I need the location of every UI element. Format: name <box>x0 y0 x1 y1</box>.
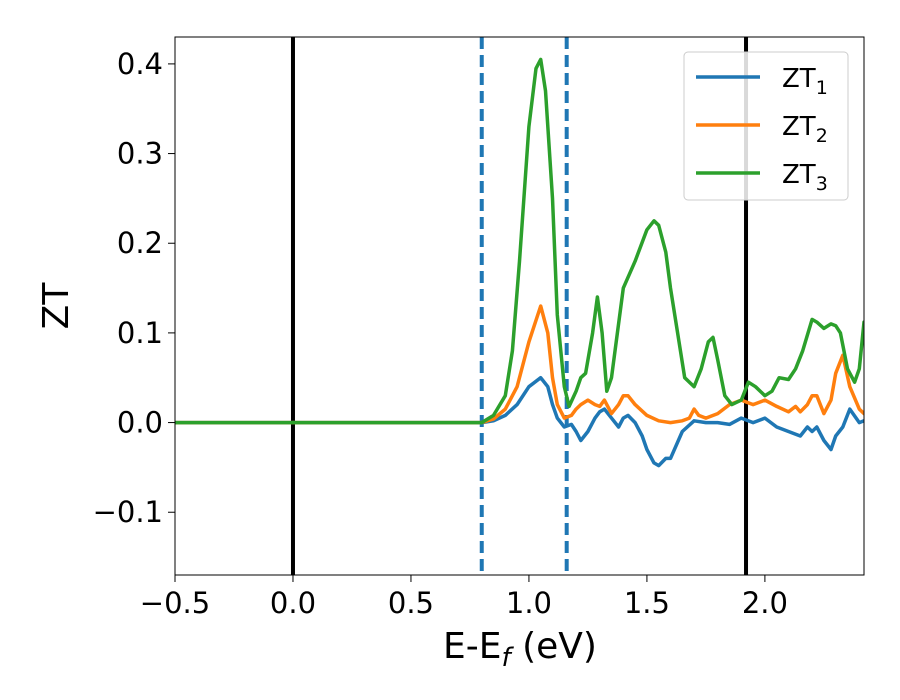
y-tick-label: 0.2 <box>117 226 163 260</box>
y-tick-label: −0.1 <box>93 495 163 529</box>
series-line-zt2 <box>175 304 864 425</box>
x-tick-label: 1.0 <box>506 586 552 620</box>
legend-label-zt3: ZT3 <box>782 160 828 195</box>
y-tick-label: 0.3 <box>117 137 163 171</box>
x-tick-label: 0.5 <box>388 586 434 620</box>
series-layer <box>175 57 864 468</box>
series-line-zt1 <box>175 375 864 468</box>
reference-lines <box>290 37 749 575</box>
legend: ZT1 ZT2 ZT3 <box>683 51 849 201</box>
y-axis: −0.1 0.0 0.1 0.2 0.3 0.4 <box>93 47 175 529</box>
plot-frame <box>174 36 865 576</box>
y-tick-label: 0.0 <box>117 406 163 440</box>
y-tick-label: 0.4 <box>117 47 163 81</box>
series-line-zt3 <box>175 57 864 425</box>
legend-label-zt2: ZT2 <box>782 112 828 147</box>
legend-label-zt1: ZT1 <box>782 64 828 99</box>
x-axis: −0.5 0.0 0.5 1.0 1.5 2.0 <box>140 575 788 620</box>
x-tick-label: 1.5 <box>624 586 670 620</box>
y-tick-label: 0.1 <box>117 316 163 350</box>
x-tick-label: 0.0 <box>270 586 316 620</box>
legend-box <box>683 51 849 201</box>
x-tick-label: 2.0 <box>742 586 788 620</box>
x-tick-label: −0.5 <box>140 586 210 620</box>
x-axis-label: E-Ef (eV) <box>443 626 597 673</box>
y-axis-label: ZT <box>36 282 77 330</box>
